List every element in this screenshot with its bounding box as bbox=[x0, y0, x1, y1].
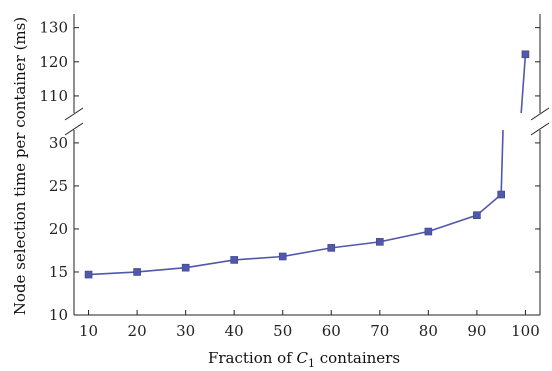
series-line-to-break bbox=[500, 129, 504, 195]
y-tick-label: 10 bbox=[49, 306, 68, 324]
x-tick-label: 30 bbox=[176, 322, 195, 340]
y-tick-label: 30 bbox=[49, 134, 68, 152]
x-tick-label: 100 bbox=[511, 322, 540, 340]
data-point bbox=[376, 238, 384, 246]
axis-titles: Fraction of C1 containers Node selection… bbox=[11, 17, 400, 370]
data-point bbox=[133, 268, 141, 276]
x-tick-label: 40 bbox=[225, 322, 244, 340]
data-point bbox=[181, 263, 190, 272]
y-axis-title: Node selection time per container (ms) bbox=[11, 17, 29, 315]
x-axis-title-suffix: containers bbox=[315, 349, 400, 367]
axis-break-left-lower bbox=[64, 122, 84, 136]
x-tick-label: 80 bbox=[419, 322, 438, 340]
data-point bbox=[521, 50, 530, 59]
x-tick-label: 50 bbox=[273, 322, 292, 340]
x-axis-title-prefix: Fraction of bbox=[208, 349, 297, 367]
x-tick-label: 70 bbox=[370, 322, 389, 340]
axes bbox=[64, 14, 550, 316]
x-tick-label: 90 bbox=[467, 322, 486, 340]
x-tick-label: 60 bbox=[322, 322, 341, 340]
data-point bbox=[424, 227, 433, 236]
data-point bbox=[497, 190, 505, 199]
y-tick-label: 120 bbox=[39, 53, 68, 71]
y-tick-label: 25 bbox=[49, 177, 68, 195]
data-point bbox=[473, 211, 481, 219]
x-tick-label: 20 bbox=[128, 322, 147, 340]
data-point bbox=[84, 270, 93, 279]
series-line-from-break bbox=[520, 54, 527, 114]
series-layer bbox=[84, 50, 530, 279]
y-tick-label: 110 bbox=[39, 87, 68, 105]
axis-break-right-upper bbox=[530, 107, 550, 121]
axis-break-right-lower bbox=[530, 122, 550, 136]
y-tick-label: 130 bbox=[39, 19, 68, 37]
data-point bbox=[278, 252, 287, 261]
data-point bbox=[327, 244, 336, 252]
x-axis-title-symbol: C bbox=[297, 349, 309, 367]
tick-labels: 10 20 30 40 50 60 70 80 90 100 10 15 20 25 30 110 120 130 bbox=[39, 19, 539, 340]
axis-break-left-upper bbox=[64, 107, 84, 121]
y-tick-label: 20 bbox=[49, 220, 68, 238]
data-point bbox=[230, 256, 238, 264]
series-line-lower bbox=[88, 193, 502, 276]
x-tick-label: 10 bbox=[79, 322, 98, 340]
x-axis-title-subscript: 1 bbox=[308, 357, 315, 370]
x-axis-title: Fraction of C1 containers bbox=[208, 349, 400, 370]
y-tick-label: 15 bbox=[49, 263, 68, 281]
